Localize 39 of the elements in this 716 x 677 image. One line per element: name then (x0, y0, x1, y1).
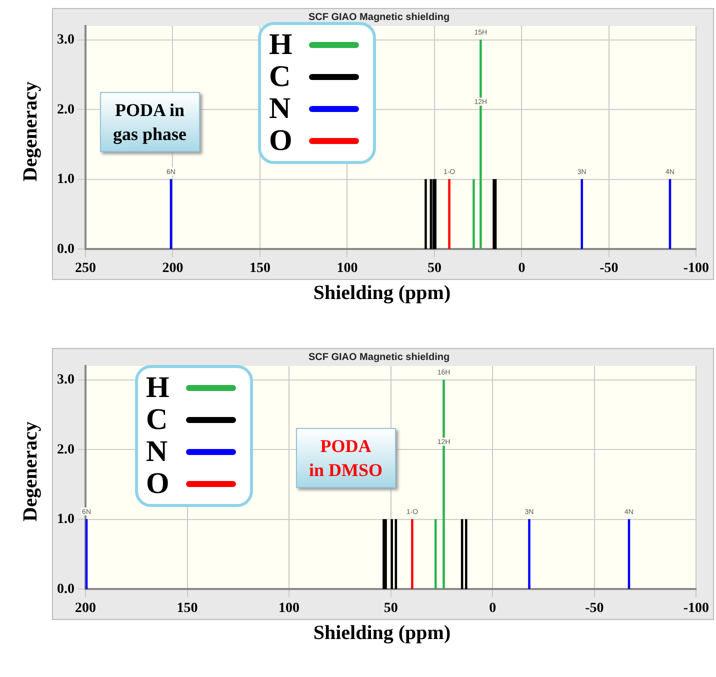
x-tick-label: 100 (336, 261, 358, 276)
legend-label: O (269, 124, 294, 158)
x-tick-label: 0 (518, 261, 526, 276)
x-axis-title: Shielding (ppm) (312, 622, 452, 645)
y-tick-label: 3.0 (57, 32, 74, 48)
chart-title: SCF GIAO Magnetic shielding (308, 352, 450, 363)
x-tick-label: 200 (75, 601, 96, 616)
x-tick-label: 0 (489, 601, 496, 616)
y-tick-label: 2.0 (57, 442, 74, 458)
x-tick-label: 250 (75, 261, 96, 276)
annotation: PODA in DMSO (296, 428, 396, 488)
x-tick-label: -100 (683, 601, 710, 616)
annotation: PODA in gas phase (100, 92, 200, 152)
legend-label: O (146, 467, 170, 501)
y-tick-label: 1.0 (57, 512, 74, 528)
legend-label: N (146, 435, 169, 469)
y-tick-label: 2.0 (57, 102, 74, 118)
y-axis-title: Degeneracy (20, 420, 42, 524)
x-tick-label: -50 (600, 261, 618, 276)
x-tick-label: 100 (278, 601, 300, 616)
x-tick-label: -50 (585, 601, 604, 616)
legend-label: H (269, 28, 294, 62)
legend-label: C (146, 403, 169, 437)
x-tick-label: 50 (384, 601, 398, 616)
legend-label: N (269, 92, 292, 126)
x-tick-label: 200 (162, 261, 184, 276)
y-tick-label: 0.0 (57, 242, 74, 257)
x-tick-label: -100 (683, 261, 710, 276)
chart-title: SCF GIAO Magnetic shielding (308, 12, 450, 23)
legend-label: C (269, 60, 292, 94)
legend-label: H (146, 371, 170, 405)
x-tick-label: 150 (249, 261, 270, 276)
y-axis-title: Degeneracy (20, 80, 42, 184)
y-tick-label: 0.0 (57, 582, 74, 597)
x-axis-title: Shielding (ppm) (312, 282, 452, 305)
x-tick-label: 50 (427, 261, 442, 276)
x-tick-label: 150 (176, 601, 198, 616)
y-tick-label: 1.0 (57, 172, 74, 188)
y-tick-label: 3.0 (57, 372, 74, 388)
